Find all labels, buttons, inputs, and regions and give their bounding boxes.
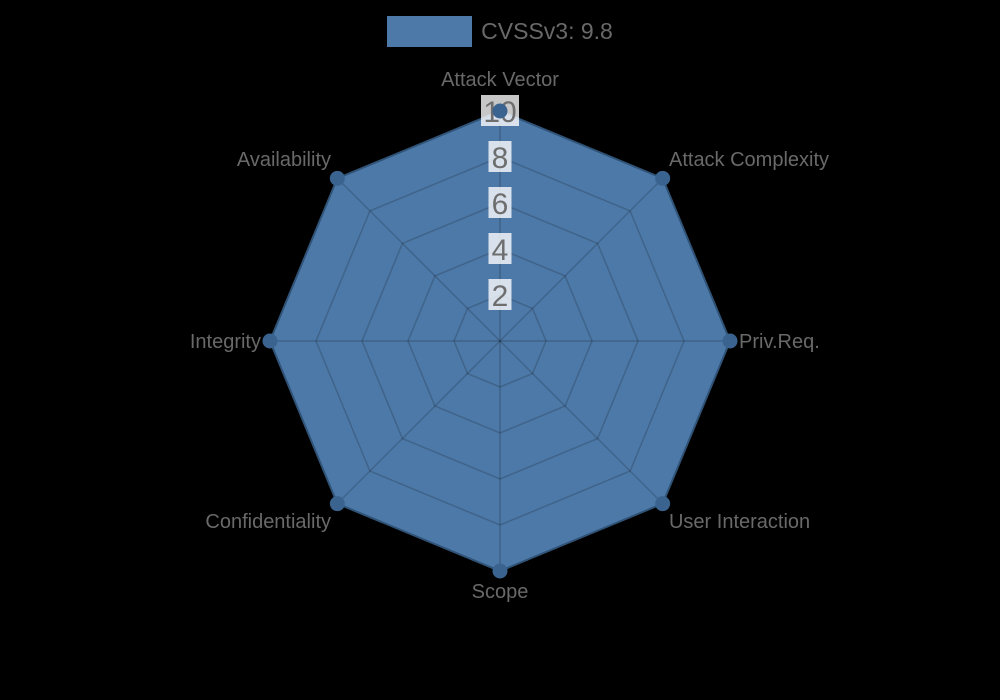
- axis-label: User Interaction: [669, 511, 810, 533]
- legend-item-cvssv3[interactable]: CVSSv3: 9.8: [387, 16, 613, 47]
- axis-spoke: [336, 177, 501, 342]
- tick-backdrop: [488, 141, 512, 172]
- tick-label: 2: [492, 280, 509, 313]
- radar-point: [262, 333, 278, 349]
- radar-point: [655, 496, 671, 512]
- tick-backdrop: [488, 233, 512, 264]
- legend-swatch: [387, 16, 473, 47]
- tick-backdrop: [488, 279, 512, 310]
- grid-ring: [453, 294, 547, 388]
- axis-label: Integrity: [190, 331, 261, 353]
- axis-label: Confidentiality: [205, 511, 331, 533]
- axis-label: Scope: [472, 581, 529, 603]
- radar-point: [329, 496, 345, 512]
- axis-spoke: [336, 340, 501, 505]
- radar-point: [492, 563, 508, 579]
- tick-label: 4: [492, 234, 509, 267]
- radar-point: [492, 103, 508, 119]
- tick-label: 6: [492, 188, 509, 221]
- axis-label: Attack Complexity: [669, 149, 829, 171]
- axis-label: Attack Vector: [441, 69, 559, 91]
- tick-backdrop: [488, 187, 512, 218]
- grid-ring: [361, 202, 639, 480]
- axis-spoke: [499, 177, 664, 342]
- radar-point: [655, 170, 671, 186]
- axis-label: Priv.Req.: [739, 331, 820, 353]
- axis-spoke: [499, 340, 664, 505]
- axis-label: Availability: [237, 149, 331, 171]
- legend-label: CVSSv3: 9.8: [481, 18, 613, 44]
- radar-point: [329, 170, 345, 186]
- radar-point: [722, 333, 738, 349]
- legend: CVSSv3: 9.8: [0, 16, 1000, 47]
- tick-label: 8: [492, 142, 509, 175]
- grid-ring: [315, 156, 685, 526]
- grid-ring: [407, 248, 593, 434]
